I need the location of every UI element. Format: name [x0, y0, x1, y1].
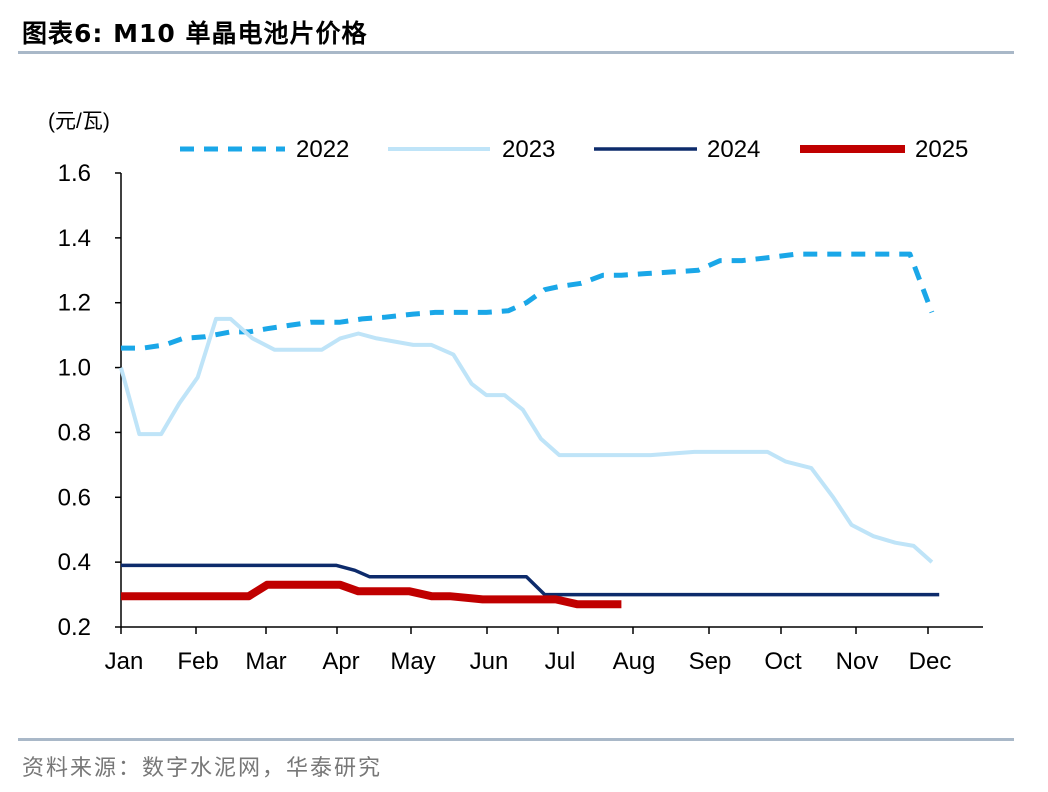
source-note: 资料来源：数字水泥网，华泰研究 [22, 756, 383, 781]
x-tick-label: Oct [764, 648, 802, 675]
source-divider [18, 738, 1014, 741]
series-lines [119, 251, 940, 609]
axes: 0.2 0.4 0.6 0.8 1.0 1.2 1.4 1.6 Jan Feb Mar Apr May J… [58, 160, 983, 675]
y-tick-label: 1.0 [58, 355, 91, 382]
title-divider [18, 51, 1014, 54]
series-2024-line [121, 563, 940, 597]
x-tick-label: Jan [105, 648, 144, 675]
chart-title: 图表6: M10 单晶电池片价格 [22, 19, 368, 48]
y-axis-label: (元/瓦) [48, 110, 110, 133]
legend: 2022 2023 2024 2025 [180, 136, 968, 163]
y-tick-label: 1.4 [58, 225, 91, 252]
y-tick-label: 0.4 [58, 549, 91, 576]
series-2025-line [121, 580, 622, 609]
x-tick-label: Jun [470, 648, 509, 675]
y-tick-label: 1.2 [58, 290, 91, 317]
series-2023-line [119, 316, 934, 564]
legend-label-2025: 2025 [915, 136, 968, 163]
x-tick-label: Mar [245, 648, 286, 675]
x-tick-label: Nov [836, 648, 879, 675]
legend-label-2024: 2024 [707, 136, 760, 163]
x-tick-label: Dec [909, 648, 952, 675]
x-tick-label: Apr [322, 648, 359, 675]
legend-label-2022: 2022 [296, 136, 349, 163]
y-tick-label: 0.8 [58, 419, 91, 446]
series-2022-line [121, 251, 935, 351]
y-tick-label: 0.6 [58, 484, 91, 511]
y-tick-label: 1.6 [58, 160, 91, 187]
legend-label-2023: 2023 [502, 136, 555, 163]
y-tick-label: 0.2 [58, 614, 91, 641]
x-tick-label: Aug [613, 648, 656, 675]
x-tick-label: Sep [689, 648, 732, 675]
x-tick-label: Feb [177, 648, 218, 675]
x-tick-label: Jul [545, 648, 576, 675]
x-tick-label: May [390, 648, 435, 675]
